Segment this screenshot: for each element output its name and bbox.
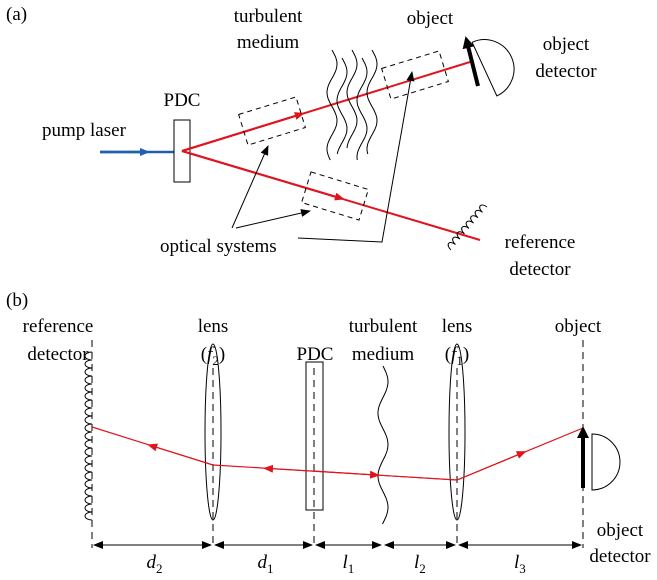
label: detector [509, 259, 571, 280]
label: object [407, 8, 454, 29]
label: object [555, 316, 602, 337]
beam-arrow [152, 446, 213, 465]
label: (f1) [445, 344, 469, 368]
label: optical systems [160, 236, 277, 257]
label: lens [442, 316, 473, 337]
symbol: d [147, 552, 157, 573]
label: object [543, 34, 590, 55]
wave [367, 50, 377, 154]
distance-label: l3 [514, 552, 526, 576]
wave [357, 58, 367, 160]
subscript: 3 [519, 561, 526, 576]
panel-b: (b) reference detector lens (f2) PDC tur… [6, 290, 651, 576]
subscript: 1 [267, 561, 274, 576]
paren: ) [463, 344, 469, 365]
label: detector [589, 546, 651, 567]
label: medium [352, 344, 414, 365]
label: reference [505, 232, 576, 253]
subscript: 2 [419, 561, 426, 576]
distance-label: d2 [147, 552, 163, 576]
object-detector [472, 33, 520, 98]
paren: ) [219, 344, 225, 365]
wave [337, 58, 347, 154]
label: lens [198, 316, 229, 337]
subscript: 2 [156, 561, 163, 576]
beam-arrow [182, 115, 300, 152]
panel-label: (a) [6, 4, 27, 25]
distance-label: l1 [343, 552, 355, 576]
distance-label: d1 [258, 552, 274, 576]
panel-label: (b) [6, 290, 28, 311]
figure: (a) pump laser PDC turbulent medium obje… [0, 0, 657, 580]
label: reference [23, 316, 94, 337]
pointer [232, 146, 268, 228]
label: (f2) [201, 344, 225, 368]
turbulent-medium [378, 366, 388, 524]
symbol: d [258, 552, 268, 573]
label: pump laser [42, 120, 127, 141]
beam-arrow [182, 151, 340, 198]
object-detector [592, 434, 620, 490]
label: turbulent [349, 316, 418, 337]
label: object [597, 520, 644, 541]
detector-pixels [446, 203, 487, 250]
label: detector [27, 344, 89, 365]
distance-label: l2 [414, 552, 426, 576]
label: medium [237, 32, 299, 53]
beam-arrow [457, 453, 522, 480]
reference-detector [85, 352, 92, 520]
planes [92, 340, 583, 548]
reference-detector [446, 203, 487, 250]
turbulent-medium [327, 50, 377, 160]
pointer [236, 211, 310, 228]
label: detector [535, 61, 597, 82]
detector-pixels [85, 352, 92, 520]
optical-system [382, 51, 449, 99]
label: turbulent [234, 6, 303, 27]
subscript: 1 [348, 561, 355, 576]
panel-a: (a) pump laser PDC turbulent medium obje… [6, 4, 597, 280]
label: PDC [164, 90, 201, 111]
optical-system [239, 97, 306, 145]
